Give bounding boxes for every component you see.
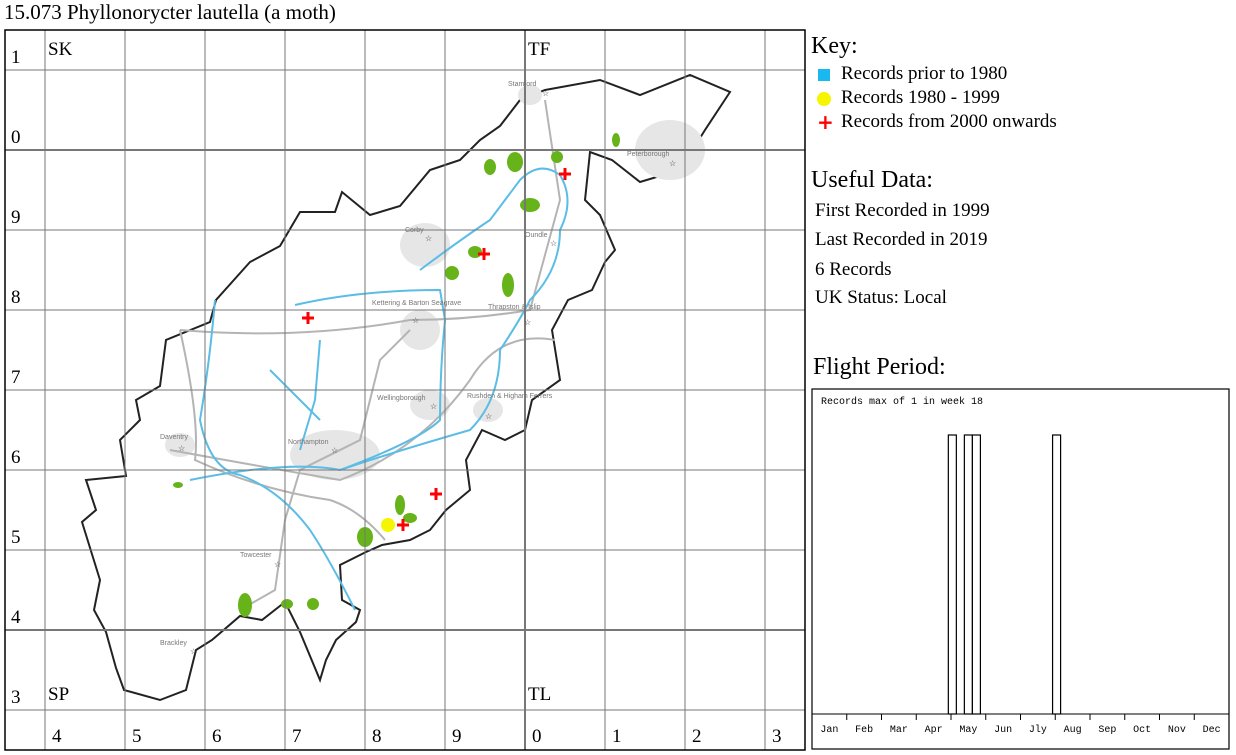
month-label: Jun xyxy=(994,725,1012,736)
town-star-icon: ☆ xyxy=(430,402,437,411)
col-label: 2 xyxy=(692,726,702,747)
key-label: Records from 2000 onwards xyxy=(841,111,1057,132)
record-red-cross xyxy=(430,488,442,500)
month-label: Apr xyxy=(925,725,943,736)
rivers xyxy=(189,167,569,611)
row-label: 0 xyxy=(11,127,21,148)
chart-title: Records max of 1 in week 18 xyxy=(821,396,983,408)
town-star-icon: ☆ xyxy=(425,234,432,243)
key-heading: Key: xyxy=(811,33,858,59)
month-label: Jan xyxy=(820,725,838,736)
town-star-icon: ☆ xyxy=(524,318,531,327)
month-label: Dec xyxy=(1203,725,1221,736)
yellow-dot-icon xyxy=(817,92,831,106)
col-label: 4 xyxy=(52,726,62,747)
col-label: 8 xyxy=(372,726,382,747)
month-label: May xyxy=(959,725,977,736)
week-bar xyxy=(971,434,982,715)
flight-period-chart: Records max of 1 in week 18 Jan Feb Mar Apr… xyxy=(811,388,1230,750)
month-label: Aug xyxy=(1064,725,1082,736)
record-red-cross xyxy=(397,519,409,531)
town-label: Thrapston & Islip xyxy=(488,304,541,311)
month-label: Oct xyxy=(1133,725,1151,736)
square-label: SK xyxy=(48,39,73,60)
record-count: 6 Records xyxy=(815,259,892,280)
month-label: Jly xyxy=(1029,724,1047,736)
blue-square-icon xyxy=(818,69,830,81)
col-label: 5 xyxy=(132,726,142,747)
row-label: 6 xyxy=(11,447,21,468)
row-label: 5 xyxy=(11,527,21,548)
row-label: 7 xyxy=(11,367,21,388)
row-label: 3 xyxy=(11,687,21,708)
town-label: Northampton xyxy=(288,439,329,446)
col-label: 3 xyxy=(772,726,782,747)
town-label: Wellingborough xyxy=(377,395,426,402)
row-label: 9 xyxy=(11,207,21,228)
town-label: Daventry xyxy=(160,434,189,441)
town-star-icon: ☆ xyxy=(550,239,557,248)
uk-status: UK Status: Local xyxy=(815,287,947,308)
town-label: Kettering & Barton Seagrave xyxy=(372,300,461,307)
town-star-icon: ☆ xyxy=(190,647,197,656)
town-label: Stamford xyxy=(508,81,537,88)
county-outline xyxy=(80,73,732,702)
town-label: Oundle xyxy=(525,232,548,239)
useful-data-heading: Useful Data: xyxy=(811,167,933,193)
month-label: Feb xyxy=(855,724,873,736)
col-label: 1 xyxy=(612,726,622,747)
week-bar xyxy=(947,434,957,715)
square-label: TF xyxy=(528,39,550,60)
square-label: TL xyxy=(528,684,551,705)
row-label: 8 xyxy=(11,287,21,308)
town-star-icon: ☆ xyxy=(412,316,419,325)
first-recorded: First Recorded in 1999 xyxy=(815,200,990,221)
red-cross-icon: + xyxy=(817,110,834,134)
key-label: Records prior to 1980 xyxy=(841,63,1008,84)
town-label: Corby xyxy=(405,227,424,234)
town-star-icon: ☆ xyxy=(178,444,185,453)
town-label: Towcester xyxy=(240,552,272,559)
flight-period-heading: Flight Period: xyxy=(813,354,946,380)
grid-lines xyxy=(5,30,805,750)
square-label: SP xyxy=(48,684,69,705)
col-label: 9 xyxy=(452,726,462,747)
row-label: 4 xyxy=(11,607,21,628)
col-label: 6 xyxy=(212,726,222,747)
last-recorded: Last Recorded in 2019 xyxy=(815,229,988,250)
county-map xyxy=(80,73,732,702)
record-red-cross xyxy=(478,248,490,260)
page-title: 15.073 Phyllonorycter lautella (a moth) xyxy=(4,0,336,24)
week-bar xyxy=(963,434,973,715)
town-star-icon: ☆ xyxy=(669,159,676,168)
month-label: Sep xyxy=(1098,725,1116,736)
record-red-cross xyxy=(302,312,314,324)
col-label: 0 xyxy=(532,726,542,747)
town-star-icon: ☆ xyxy=(331,446,338,455)
week-bar xyxy=(1051,434,1062,715)
town-label: Rushden & Higham Ferrers xyxy=(467,393,553,400)
col-label: 7 xyxy=(292,726,302,747)
town-star-icon: ☆ xyxy=(485,412,492,421)
chart-frame xyxy=(811,388,1230,750)
record-yellow-dot xyxy=(381,518,395,532)
town-label: Brackley xyxy=(160,640,187,647)
key-label: Records 1980 - 1999 xyxy=(841,87,1000,108)
town-star-icon: ☆ xyxy=(542,89,549,98)
town-label: Peterborough xyxy=(627,151,670,158)
month-label: Mar xyxy=(890,725,908,736)
record-red-cross xyxy=(559,168,571,180)
row-label: 1 xyxy=(11,47,21,68)
town-star-icon: ☆ xyxy=(274,560,281,569)
map-frame xyxy=(4,29,806,751)
month-label: Nov xyxy=(1168,725,1186,736)
